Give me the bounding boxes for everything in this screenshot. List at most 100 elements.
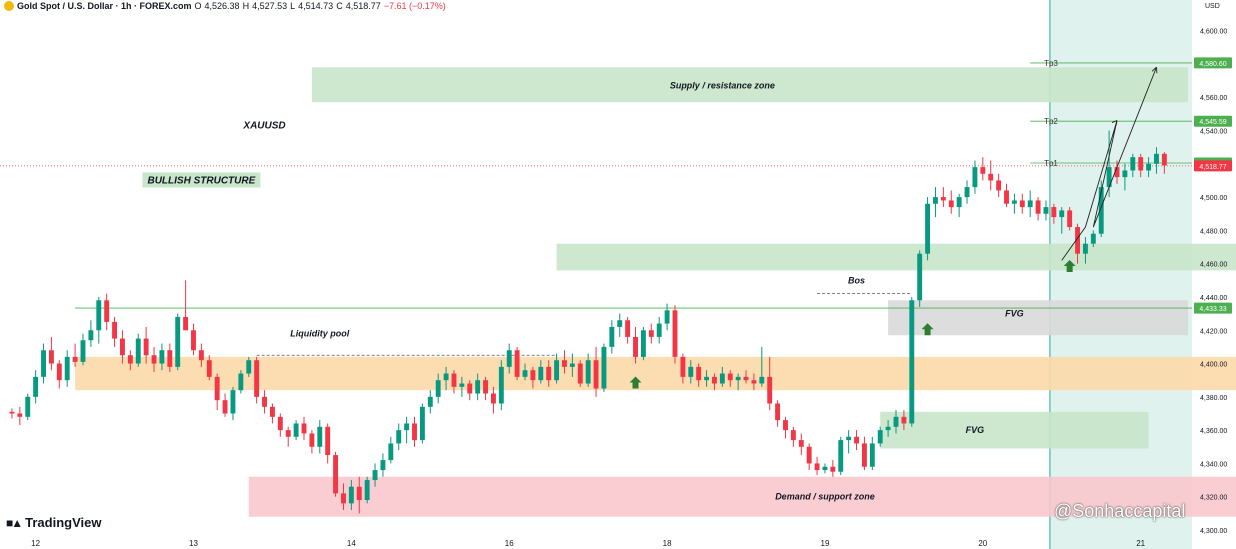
open-label: O [194, 1, 202, 11]
candle [956, 193, 962, 218]
candle [704, 370, 710, 387]
candle [964, 180, 970, 204]
candle [1090, 230, 1096, 248]
candle-body [1051, 207, 1057, 218]
candle [427, 390, 433, 414]
projection-arrowhead-tp2 [1111, 120, 1118, 126]
candle-body [104, 300, 110, 322]
candle [96, 296, 102, 344]
candle [443, 366, 449, 391]
candle-body [1161, 153, 1167, 166]
candle [9, 408, 15, 419]
gold-coin-icon [4, 1, 14, 11]
candle-body [96, 300, 102, 331]
candle-body [17, 413, 23, 417]
candle [483, 376, 488, 401]
candle [712, 373, 717, 391]
candle [364, 476, 370, 504]
candle [419, 403, 425, 444]
candle [980, 157, 986, 181]
candle-body [1059, 210, 1065, 218]
candle [577, 360, 583, 387]
candle-body [1035, 200, 1041, 214]
candle-body [412, 423, 417, 441]
candle [112, 316, 118, 347]
candle-body [972, 167, 978, 188]
candle-body [467, 383, 473, 394]
candle-body [925, 203, 931, 254]
candle [767, 356, 773, 411]
candle-body [293, 423, 299, 437]
candle-body [625, 320, 631, 337]
candle [1051, 203, 1057, 224]
candle [790, 426, 796, 447]
y-axis-tick-label: 4,360.00 [1200, 428, 1227, 435]
candle-body [1154, 153, 1159, 164]
candle-body [1043, 207, 1049, 214]
candle-body [775, 403, 781, 421]
candle-body [798, 440, 804, 447]
candle-body [885, 426, 891, 431]
candle-body [372, 470, 378, 481]
candle [585, 353, 591, 387]
candle [25, 393, 31, 421]
candle-body [704, 376, 710, 381]
candle-body [1138, 157, 1144, 171]
y-axis-tick-label: 4,560.00 [1200, 95, 1227, 102]
target-label-tp3: Tp3 [1044, 59, 1058, 68]
candle-body [617, 320, 623, 327]
candle-body [80, 340, 86, 362]
candle-body [419, 406, 425, 441]
candle-body [72, 356, 78, 362]
candle-body [333, 455, 339, 494]
x-axis-tick-label: 19 [821, 539, 830, 548]
candle-body [783, 420, 788, 431]
candle-body [341, 493, 346, 504]
candle-body [822, 466, 828, 471]
candle-body [806, 446, 812, 464]
candle-body [135, 338, 141, 364]
candle [72, 343, 78, 367]
candle-body [246, 360, 252, 374]
candle-body [1114, 167, 1120, 178]
up-arrow-icon [629, 376, 642, 389]
candle-body [846, 436, 852, 441]
candle-body [198, 350, 204, 361]
candle-body [964, 187, 970, 198]
candle-body [1067, 210, 1073, 228]
up-arrow-icon [921, 323, 934, 336]
candle-body [1090, 233, 1096, 244]
candle [309, 430, 315, 454]
zone-label-4: FVG [966, 425, 985, 435]
candle-body [1011, 200, 1017, 204]
candle [554, 353, 560, 384]
y-axis-tick-label: 4,300.00 [1200, 528, 1227, 535]
candle-body [688, 366, 694, 377]
candle-body [751, 380, 757, 384]
candle-body [364, 480, 370, 501]
candle [798, 433, 804, 456]
candle-body [277, 416, 283, 431]
candle [293, 420, 299, 441]
candle [569, 353, 575, 377]
candle-body [120, 338, 125, 356]
y-axis-tick-label: 4,500.00 [1200, 195, 1227, 202]
y-axis-tick-label: 4,340.00 [1200, 461, 1227, 468]
candle [230, 386, 236, 421]
candle-body [490, 393, 496, 404]
tradingview-logo[interactable]: ■▲ TradingView [6, 515, 101, 530]
symbol-title[interactable]: Gold Spot / U.S. Dollar · 1h · FOREX.com [17, 1, 192, 11]
candle-body [1027, 200, 1033, 208]
candle [269, 403, 275, 424]
x-axis-tick-label: 13 [189, 539, 198, 548]
candle [546, 360, 552, 387]
candle-body [317, 426, 323, 447]
candle [648, 323, 654, 344]
candle [33, 370, 39, 404]
candle [735, 373, 741, 391]
candle-body [64, 356, 70, 381]
candle-body [159, 350, 165, 364]
candle [1146, 157, 1152, 178]
price-badge-label: 4,433.33 [1199, 306, 1226, 313]
